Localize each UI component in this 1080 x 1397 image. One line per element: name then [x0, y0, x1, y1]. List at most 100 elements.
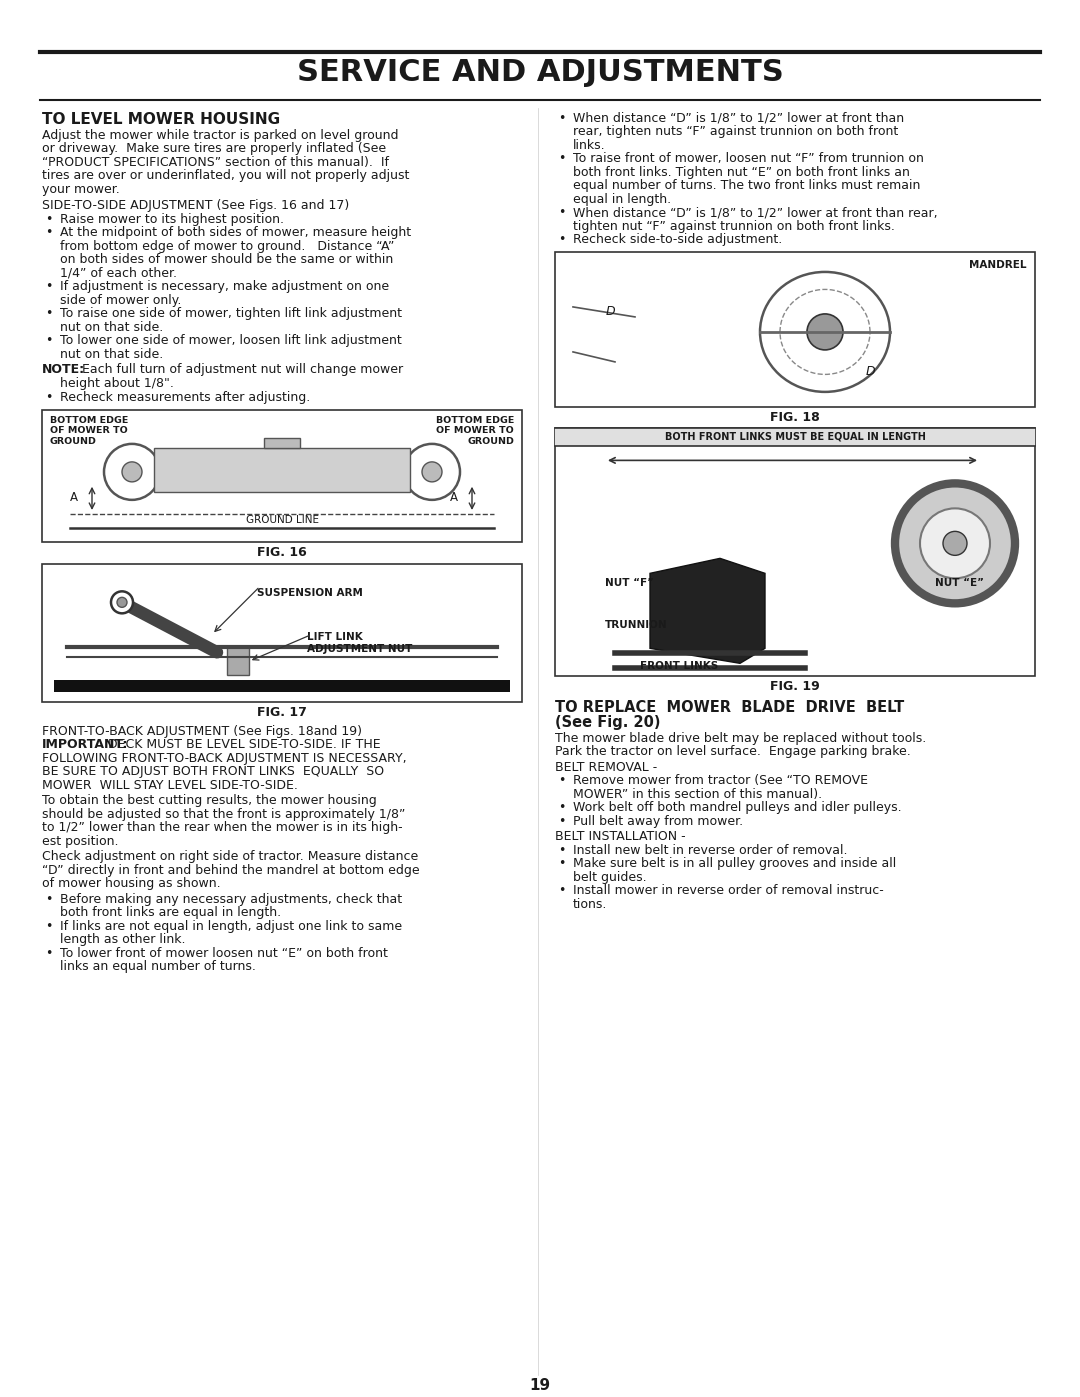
Text: 19: 19 [529, 1377, 551, 1393]
Circle shape [920, 509, 990, 578]
Text: •: • [558, 774, 565, 788]
Text: Adjust the mower while tractor is parked on level ground: Adjust the mower while tractor is parked… [42, 129, 399, 142]
Text: MOWER  WILL STAY LEVEL SIDE-TO-SIDE.: MOWER WILL STAY LEVEL SIDE-TO-SIDE. [42, 778, 298, 792]
Text: TO REPLACE  MOWER  BLADE  DRIVE  BELT: TO REPLACE MOWER BLADE DRIVE BELT [555, 700, 904, 715]
Bar [227, 647, 249, 675]
Text: •: • [558, 844, 565, 856]
Text: BE SURE TO ADJUST BOTH FRONT LINKS  EQUALLY  SO: BE SURE TO ADJUST BOTH FRONT LINKS EQUAL… [42, 766, 384, 778]
Bar [555, 429, 1035, 676]
Text: At the midpoint of both sides of mower, measure height: At the midpoint of both sides of mower, … [60, 226, 411, 239]
Text: TRUNNION: TRUNNION [605, 620, 667, 630]
Text: equal in length.: equal in length. [573, 193, 671, 205]
Text: SUSPENSION ARM: SUSPENSION ARM [257, 588, 363, 598]
Text: of mower housing as shown.: of mower housing as shown. [42, 877, 220, 890]
Bar [264, 437, 300, 448]
Text: on both sides of mower should be the same or within: on both sides of mower should be the sam… [60, 253, 393, 267]
Text: LIFT LINK
ADJUSTMENT NUT: LIFT LINK ADJUSTMENT NUT [307, 633, 413, 654]
Text: “D” directly in front and behind the mandrel at bottom edge: “D” directly in front and behind the man… [42, 863, 420, 877]
Text: Install mower in reverse order of removal instruc-: Install mower in reverse order of remova… [573, 884, 883, 897]
Text: from bottom edge of mower to ground.   Distance “A”: from bottom edge of mower to ground. Dis… [60, 240, 394, 253]
Text: BOTTOM EDGE
OF MOWER TO
GROUND: BOTTOM EDGE OF MOWER TO GROUND [50, 416, 129, 446]
Bar [555, 429, 1035, 447]
Text: (See Fig. 20): (See Fig. 20) [555, 715, 661, 729]
Circle shape [895, 483, 1015, 604]
Text: •: • [45, 919, 52, 933]
Text: •: • [45, 281, 52, 293]
Text: BELT REMOVAL -: BELT REMOVAL - [555, 761, 658, 774]
Text: FRONT LINKS: FRONT LINKS [640, 661, 718, 672]
Text: FIG. 17: FIG. 17 [257, 707, 307, 719]
Text: D: D [605, 306, 615, 319]
Text: •: • [45, 947, 52, 960]
Text: •: • [558, 884, 565, 897]
Text: •: • [45, 212, 52, 226]
Text: equal number of turns. The two front links must remain: equal number of turns. The two front lin… [573, 179, 920, 193]
Circle shape [807, 314, 843, 349]
Text: Remove mower from tractor (See “TO REMOVE: Remove mower from tractor (See “TO REMOV… [573, 774, 868, 788]
Text: To obtain the best cutting results, the mower housing: To obtain the best cutting results, the … [42, 795, 377, 807]
Bar [42, 409, 522, 542]
Text: MOWER” in this section of this manual).: MOWER” in this section of this manual). [573, 788, 822, 800]
Text: “PRODUCT SPECIFICATIONS” section of this manual).  If: “PRODUCT SPECIFICATIONS” section of this… [42, 156, 389, 169]
Text: •: • [45, 307, 52, 320]
Text: •: • [45, 391, 52, 404]
Text: NUT “F”: NUT “F” [605, 578, 654, 588]
Text: Recheck measurements after adjusting.: Recheck measurements after adjusting. [60, 391, 310, 404]
Circle shape [422, 462, 442, 482]
Text: NOTE:: NOTE: [42, 363, 85, 376]
Text: Work belt off both mandrel pulleys and idler pulleys.: Work belt off both mandrel pulleys and i… [573, 802, 902, 814]
Text: D: D [865, 366, 875, 379]
Text: both front links are equal in length.: both front links are equal in length. [60, 907, 281, 919]
Text: •: • [558, 858, 565, 870]
Text: to 1/2” lower than the rear when the mower is in its high-: to 1/2” lower than the rear when the mow… [42, 821, 403, 834]
Text: Make sure belt is in all pulley grooves and inside all: Make sure belt is in all pulley grooves … [573, 858, 896, 870]
Text: or driveway.  Make sure tires are properly inflated (See: or driveway. Make sure tires are properl… [42, 142, 387, 155]
Text: MANDREL: MANDREL [970, 260, 1027, 270]
Text: GROUND LINE: GROUND LINE [245, 515, 319, 525]
Text: FIG. 16: FIG. 16 [257, 546, 307, 559]
Text: side of mower only.: side of mower only. [60, 293, 181, 307]
Polygon shape [650, 559, 765, 664]
Text: Before making any necessary adjustments, check that: Before making any necessary adjustments,… [60, 893, 402, 905]
Text: BOTTOM EDGE
OF MOWER TO
GROUND: BOTTOM EDGE OF MOWER TO GROUND [435, 416, 514, 446]
Text: belt guides.: belt guides. [573, 870, 647, 884]
Circle shape [117, 598, 127, 608]
Text: •: • [558, 207, 565, 219]
Text: When distance “D” is 1/8” to 1/2” lower at front than: When distance “D” is 1/8” to 1/2” lower … [573, 112, 904, 124]
Text: If adjustment is necessary, make adjustment on one: If adjustment is necessary, make adjustm… [60, 281, 389, 293]
Text: IMPORTANT:: IMPORTANT: [42, 738, 129, 752]
Text: To lower front of mower loosen nut “E” on both front: To lower front of mower loosen nut “E” o… [60, 947, 388, 960]
Text: SERVICE AND ADJUSTMENTS: SERVICE AND ADJUSTMENTS [297, 59, 783, 87]
Text: length as other link.: length as other link. [60, 933, 186, 946]
Text: should be adjusted so that the front is approximately 1/8”: should be adjusted so that the front is … [42, 807, 405, 821]
Text: BOTH FRONT LINKS MUST BE EQUAL IN LENGTH: BOTH FRONT LINKS MUST BE EQUAL IN LENGTH [664, 432, 926, 441]
Text: nut on that side.: nut on that side. [60, 321, 163, 334]
Bar [42, 564, 522, 703]
Text: •: • [45, 226, 52, 239]
Text: To lower one side of mower, loosen lift link adjustment: To lower one side of mower, loosen lift … [60, 334, 402, 348]
Text: TO LEVEL MOWER HOUSING: TO LEVEL MOWER HOUSING [42, 112, 280, 127]
Text: links.: links. [573, 138, 606, 152]
Text: To raise front of mower, loosen nut “F” from trunnion on: To raise front of mower, loosen nut “F” … [573, 152, 923, 165]
Text: NUT “E”: NUT “E” [935, 578, 984, 588]
Text: tighten nut “F” against trunnion on both front links.: tighten nut “F” against trunnion on both… [573, 219, 895, 233]
Text: To raise one side of mower, tighten lift link adjustment: To raise one side of mower, tighten lift… [60, 307, 402, 320]
Text: links an equal number of turns.: links an equal number of turns. [60, 960, 256, 974]
Text: 1/4” of each other.: 1/4” of each other. [60, 267, 177, 279]
Text: Recheck side-to-side adjustment.: Recheck side-to-side adjustment. [573, 233, 782, 246]
Text: •: • [558, 233, 565, 246]
Text: nut on that side.: nut on that side. [60, 348, 163, 360]
Text: tions.: tions. [573, 898, 607, 911]
Text: Install new belt in reverse order of removal.: Install new belt in reverse order of rem… [573, 844, 848, 856]
Text: Raise mower to its highest position.: Raise mower to its highest position. [60, 212, 284, 226]
Text: •: • [558, 802, 565, 814]
Text: Check adjustment on right side of tractor. Measure distance: Check adjustment on right side of tracto… [42, 851, 418, 863]
Text: DECK MUST BE LEVEL SIDE-TO-SIDE. IF THE: DECK MUST BE LEVEL SIDE-TO-SIDE. IF THE [108, 738, 380, 752]
Text: FIG. 18: FIG. 18 [770, 411, 820, 423]
Text: tires are over or underinflated, you will not properly adjust: tires are over or underinflated, you wil… [42, 169, 409, 183]
Text: both front links. Tighten nut “E” on both front links an: both front links. Tighten nut “E” on bot… [573, 166, 909, 179]
Text: FOLLOWING FRONT-TO-BACK ADJUSTMENT IS NECESSARY,: FOLLOWING FRONT-TO-BACK ADJUSTMENT IS NE… [42, 752, 407, 764]
Text: your mower.: your mower. [42, 183, 120, 196]
Circle shape [943, 531, 967, 556]
Bar [555, 251, 1035, 407]
